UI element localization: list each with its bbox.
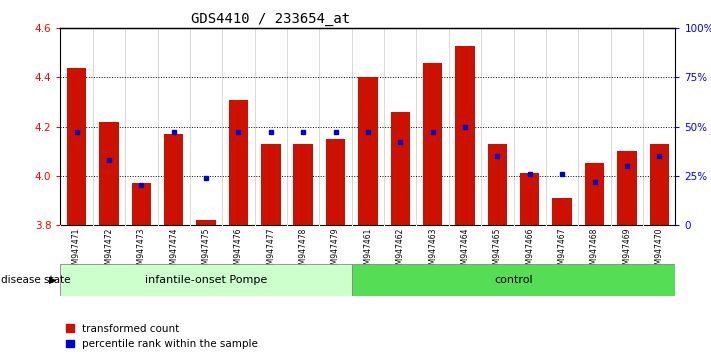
Bar <box>132 183 151 225</box>
Text: infantile-onset Pompe: infantile-onset Pompe <box>145 275 267 285</box>
Bar <box>617 151 636 225</box>
Text: GSM947479: GSM947479 <box>331 228 340 274</box>
Text: GSM947462: GSM947462 <box>396 228 405 274</box>
Bar <box>352 264 675 296</box>
Text: GSM947471: GSM947471 <box>72 228 81 274</box>
Bar <box>326 139 346 225</box>
Bar <box>650 144 669 225</box>
Text: GSM947464: GSM947464 <box>461 228 469 274</box>
Text: GSM947475: GSM947475 <box>202 228 210 274</box>
Bar <box>164 134 183 225</box>
Text: GSM947466: GSM947466 <box>525 228 534 274</box>
Bar <box>552 198 572 225</box>
Text: GSM947469: GSM947469 <box>622 228 631 274</box>
Bar <box>423 63 442 225</box>
Bar <box>60 264 352 296</box>
Text: GSM947467: GSM947467 <box>557 228 567 274</box>
Text: disease state: disease state <box>1 275 71 285</box>
Text: GSM947468: GSM947468 <box>590 228 599 274</box>
Text: GSM947476: GSM947476 <box>234 228 243 274</box>
Text: GSM947477: GSM947477 <box>267 228 275 274</box>
Bar <box>455 46 475 225</box>
Bar <box>294 144 313 225</box>
Bar <box>100 122 119 225</box>
Text: GSM947473: GSM947473 <box>137 228 146 274</box>
Bar <box>390 112 410 225</box>
Text: GSM947470: GSM947470 <box>655 228 664 274</box>
Text: control: control <box>494 275 533 285</box>
Text: GSM947463: GSM947463 <box>428 228 437 274</box>
Text: GSM947472: GSM947472 <box>105 228 114 274</box>
Bar <box>229 99 248 225</box>
Text: ▶: ▶ <box>49 275 57 285</box>
Text: GDS4410 / 233654_at: GDS4410 / 233654_at <box>191 12 350 27</box>
Bar <box>196 220 216 225</box>
Bar <box>520 173 540 225</box>
Bar <box>358 78 378 225</box>
Text: GSM947478: GSM947478 <box>299 228 308 274</box>
Bar <box>488 144 507 225</box>
Text: GSM947474: GSM947474 <box>169 228 178 274</box>
Bar <box>261 144 281 225</box>
Bar <box>67 68 86 225</box>
Bar <box>585 164 604 225</box>
Legend: transformed count, percentile rank within the sample: transformed count, percentile rank withi… <box>65 324 258 349</box>
Text: GSM947465: GSM947465 <box>493 228 502 274</box>
Text: GSM947461: GSM947461 <box>363 228 373 274</box>
